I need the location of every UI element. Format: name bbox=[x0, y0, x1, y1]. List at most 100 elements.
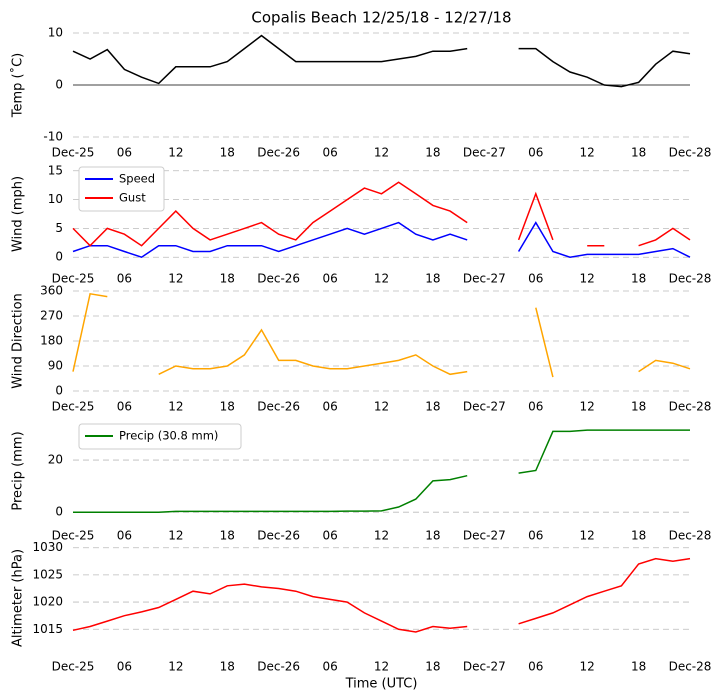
x-tick-label: Dec-27 bbox=[463, 146, 506, 160]
x-tick-label: 12 bbox=[580, 272, 595, 286]
chart-title: Copalis Beach 12/25/18 - 12/27/18 bbox=[251, 9, 511, 27]
x-tick-label: 12 bbox=[580, 146, 595, 160]
x-tick-label: Dec-26 bbox=[257, 660, 300, 674]
y-axis-label: Wind (mph) bbox=[11, 176, 26, 252]
x-tick-label: 06 bbox=[322, 660, 337, 674]
series-line bbox=[73, 429, 690, 513]
x-tick-label: 12 bbox=[580, 529, 595, 543]
series-line bbox=[72, 557, 691, 633]
series-line bbox=[72, 221, 691, 259]
x-tick-label: 06 bbox=[117, 400, 132, 414]
x-tick-label: 18 bbox=[631, 272, 646, 286]
x-tick-label: 18 bbox=[631, 146, 646, 160]
y-tick-label: 10 bbox=[48, 26, 63, 40]
x-tick-label: Dec-26 bbox=[257, 272, 300, 286]
x-tick-label: 12 bbox=[580, 660, 595, 674]
x-tick-label: 12 bbox=[580, 400, 595, 414]
y-tick-label: 0 bbox=[55, 78, 63, 92]
x-tick-label: 18 bbox=[220, 660, 235, 674]
x-tick-label: Dec-27 bbox=[463, 400, 506, 414]
x-tick-label: 18 bbox=[425, 146, 440, 160]
y-tick-label: -10 bbox=[43, 130, 63, 144]
x-tick-label: Dec-28 bbox=[669, 272, 712, 286]
y-tick-label: 0 bbox=[55, 505, 63, 519]
x-tick-label: 12 bbox=[374, 272, 389, 286]
y-tick-label: 360 bbox=[40, 284, 63, 298]
series-line bbox=[72, 181, 691, 247]
x-tick-label: 06 bbox=[117, 660, 132, 674]
y-tick-label: 270 bbox=[40, 309, 63, 323]
x-tick-label: Dec-27 bbox=[463, 660, 506, 674]
x-tick-label: 06 bbox=[117, 146, 132, 160]
x-tick-label: 12 bbox=[168, 400, 183, 414]
x-tick-label: 18 bbox=[220, 529, 235, 543]
x-tick-label: Dec-26 bbox=[257, 400, 300, 414]
x-tick-label: Dec-25 bbox=[52, 146, 95, 160]
x-tick-label: 12 bbox=[374, 660, 389, 674]
x-tick-label: Dec-28 bbox=[669, 529, 712, 543]
x-tick-label: Dec-28 bbox=[669, 400, 712, 414]
y-axis-label: Altimeter (hPa) bbox=[11, 549, 26, 647]
y-tick-label: 1020 bbox=[32, 595, 63, 609]
x-tick-label: Dec-27 bbox=[463, 529, 506, 543]
legend-label: Speed bbox=[119, 172, 155, 186]
x-tick-label: 18 bbox=[631, 529, 646, 543]
x-tick-label: 18 bbox=[220, 146, 235, 160]
x-tick-label: 06 bbox=[528, 400, 543, 414]
y-tick-label: 0 bbox=[55, 250, 63, 264]
x-tick-label: 12 bbox=[374, 529, 389, 543]
y-tick-label: 15 bbox=[48, 163, 63, 177]
x-tick-label: 06 bbox=[528, 146, 543, 160]
y-axis-label: Precip (mm) bbox=[11, 431, 26, 510]
x-tick-label: 18 bbox=[425, 272, 440, 286]
x-tick-label: 06 bbox=[322, 529, 337, 543]
y-tick-label: 1025 bbox=[32, 567, 63, 581]
x-tick-label: Dec-25 bbox=[52, 400, 95, 414]
x-tick-label: Dec-27 bbox=[463, 272, 506, 286]
y-tick-label: 1030 bbox=[32, 540, 63, 554]
x-tick-label: 12 bbox=[374, 400, 389, 414]
x-tick-label: 18 bbox=[220, 272, 235, 286]
x-tick-label: 12 bbox=[168, 529, 183, 543]
x-tick-label: 06 bbox=[322, 400, 337, 414]
x-tick-label: Dec-28 bbox=[669, 146, 712, 160]
x-tick-label: 18 bbox=[631, 400, 646, 414]
legend-label: Precip (30.8 mm) bbox=[119, 429, 218, 443]
legend-label: Gust bbox=[119, 191, 146, 205]
x-tick-label: 12 bbox=[168, 660, 183, 674]
x-tick-label: 12 bbox=[168, 146, 183, 160]
x-tick-label: 06 bbox=[322, 146, 337, 160]
series-line bbox=[72, 292, 691, 378]
x-tick-label: Dec-25 bbox=[52, 660, 95, 674]
series-line bbox=[72, 34, 691, 88]
x-tick-label: Dec-26 bbox=[257, 146, 300, 160]
y-tick-label: 0 bbox=[55, 384, 63, 398]
x-tick-label: 18 bbox=[425, 660, 440, 674]
x-tick-label: 18 bbox=[425, 529, 440, 543]
y-tick-label: 10 bbox=[48, 192, 63, 206]
x-tick-label: Dec-25 bbox=[52, 529, 95, 543]
x-axis-label: Time (UTC) bbox=[345, 677, 418, 692]
x-tick-label: 06 bbox=[528, 272, 543, 286]
x-tick-label: 18 bbox=[220, 400, 235, 414]
x-tick-label: 06 bbox=[117, 529, 132, 543]
x-tick-label: 18 bbox=[631, 660, 646, 674]
x-tick-label: 06 bbox=[528, 529, 543, 543]
y-tick-label: 20 bbox=[48, 453, 63, 467]
y-tick-label: 1015 bbox=[32, 622, 63, 636]
x-tick-label: 12 bbox=[374, 146, 389, 160]
x-tick-label: 18 bbox=[425, 400, 440, 414]
y-axis-label: Wind Direction bbox=[11, 293, 26, 389]
x-tick-label: 12 bbox=[168, 272, 183, 286]
x-tick-label: Dec-28 bbox=[669, 660, 712, 674]
x-tick-label: 06 bbox=[322, 272, 337, 286]
y-tick-label: 180 bbox=[40, 334, 63, 348]
legend-box bbox=[78, 423, 242, 450]
x-tick-label: Dec-26 bbox=[257, 529, 300, 543]
y-tick-label: 90 bbox=[48, 359, 63, 373]
x-tick-label: 06 bbox=[117, 272, 132, 286]
y-axis-label: Temp (˚C) bbox=[10, 53, 26, 119]
x-tick-label: Dec-25 bbox=[52, 272, 95, 286]
x-tick-label: 06 bbox=[528, 660, 543, 674]
